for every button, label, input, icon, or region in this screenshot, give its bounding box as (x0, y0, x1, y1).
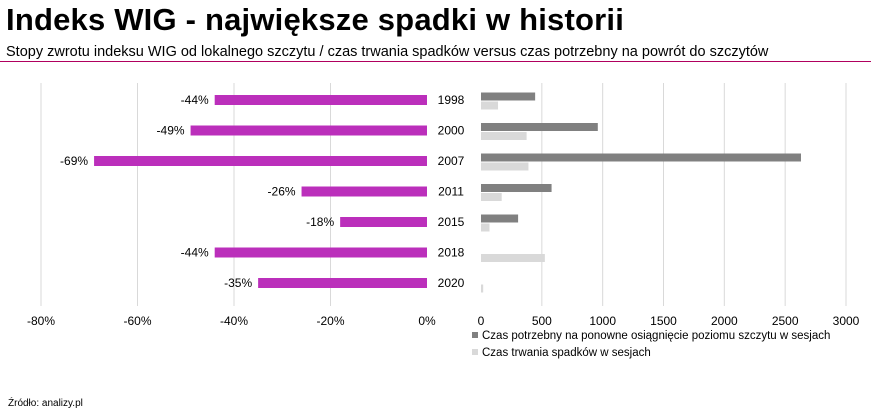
left-axis-tick-label: 0% (418, 314, 436, 328)
decline-sessions-bar (481, 223, 490, 232)
source-note: Źródło: analizy.pl (8, 398, 83, 409)
right-axis-tick-label: 1500 (650, 314, 677, 328)
decline-sessions-bar (481, 284, 484, 293)
legend-label: Czas potrzebny na ponowne osiągnięcie po… (482, 330, 830, 342)
decline-sessions-bar (481, 254, 545, 262)
decline-sessions-bar (481, 101, 499, 110)
year-label: 1998 (438, 93, 465, 107)
recovery-sessions-bar (481, 123, 598, 131)
grid-lines (40, 83, 847, 306)
left-axis-tick-label: -40% (220, 314, 248, 328)
left-axis-tick-label: -80% (27, 314, 55, 328)
right-axis-tick-label: 1000 (589, 314, 616, 328)
page-subtitle: Stopy zwrotu indeksu WIG od lokalnego sz… (6, 44, 769, 60)
year-label: 2011 (438, 185, 464, 199)
decline-sessions-bar (481, 132, 527, 140)
drawdown-bars: -44% -49% -69% -26% -18% -44% -35% (60, 93, 427, 290)
drawdown-value-label: -69% (60, 154, 88, 168)
recovery-sessions-bar (481, 214, 519, 223)
drawdown-bar (340, 217, 427, 227)
axis-tick-labels: -80% -60% -40% -20% 0% 0 500 1000 1500 2000 2500 30… (27, 314, 860, 328)
drawdown-bar (214, 247, 427, 258)
right-axis-tick-label: 3000 (833, 314, 860, 328)
year-labels: 1998 2000 2007 2011 2015 2018 2020 (438, 93, 465, 290)
year-label: 2000 (438, 124, 465, 138)
sessions-bars (481, 92, 801, 293)
drawdown-value-label: -18% (306, 215, 334, 229)
right-axis-tick-label: 500 (532, 314, 552, 328)
wig-drawdown-chart: -44% -49% -69% -26% -18% -44% -35% 1998 2000 200… (27, 83, 860, 359)
left-axis-tick-label: -60% (123, 314, 151, 328)
right-axis-tick-label: 2000 (711, 314, 738, 328)
right-axis-tick-label: 0 (478, 314, 485, 328)
legend-label: Czas trwania spadków w sesjach (482, 347, 651, 359)
year-label: 2018 (438, 246, 465, 260)
title-divider (0, 61, 871, 62)
page-title: Indeks WIG - największe spadki w histori… (6, 2, 625, 37)
drawdown-value-label: -26% (268, 185, 296, 199)
drawdown-value-label: -44% (181, 93, 209, 107)
recovery-sessions-bar (481, 92, 536, 101)
year-label: 2015 (438, 215, 465, 229)
drawdown-bar (258, 278, 427, 288)
decline-sessions-bar (481, 193, 502, 201)
recovery-sessions-bar (481, 184, 552, 192)
drawdown-bar (301, 186, 427, 197)
decline-sessions-bar (481, 162, 529, 171)
legend-swatch (472, 332, 478, 338)
right-axis-tick-label: 2500 (772, 314, 799, 328)
recovery-sessions-bar (481, 153, 801, 162)
drawdown-bar (190, 125, 427, 136)
legend-swatch (472, 349, 478, 355)
left-axis-tick-label: -20% (316, 314, 344, 328)
drawdown-value-label: -49% (157, 124, 185, 138)
year-label: 2020 (438, 276, 465, 290)
drawdown-bar (214, 95, 427, 105)
drawdown-value-label: -44% (181, 246, 209, 260)
year-label: 2007 (438, 154, 465, 168)
drawdown-value-label: -35% (224, 276, 252, 290)
drawdown-bar (94, 156, 427, 166)
legend: Czas potrzebny na ponowne osiągnięcie po… (472, 330, 830, 359)
